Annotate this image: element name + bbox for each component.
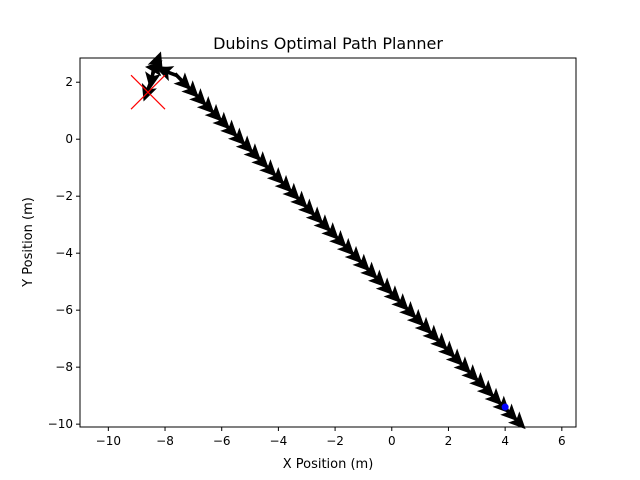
x-tick-label: 4 [501,434,509,448]
y-tick-label: 0 [65,132,73,146]
goal-marker [130,74,166,110]
y-axis-ticks: −10 −8 −6 −4 −2 0 2 [48,75,80,431]
y-tick-label: 2 [65,75,73,89]
x-tick-label: −2 [326,434,344,448]
x-tick-label: −6 [213,434,231,448]
y-axis-label: Y Position (m) [21,197,36,288]
plot-area [141,51,526,430]
y-tick-label: −4 [55,246,73,260]
x-axis-ticks: −10 −8 −6 −4 −2 0 2 4 6 [96,427,566,448]
x-tick-label: −10 [96,434,121,448]
x-tick-label: 0 [388,434,396,448]
markers-layer [130,74,509,411]
x-tick-label: 6 [558,434,566,448]
y-tick-label: −10 [48,417,73,431]
y-tick-label: −6 [55,303,73,317]
start-marker [501,403,509,411]
x-tick-label: −4 [270,434,288,448]
chart-title: Dubins Optimal Path Planner [213,34,443,53]
x-axis-label: X Position (m) [283,457,374,472]
y-tick-label: −8 [55,360,73,374]
axes-frame [79,57,577,428]
y-tick-label: −2 [55,189,73,203]
path-arrow [507,411,526,430]
path-arrow [147,51,163,74]
x-tick-label: 2 [445,434,453,448]
x-tick-label: −8 [156,434,174,448]
